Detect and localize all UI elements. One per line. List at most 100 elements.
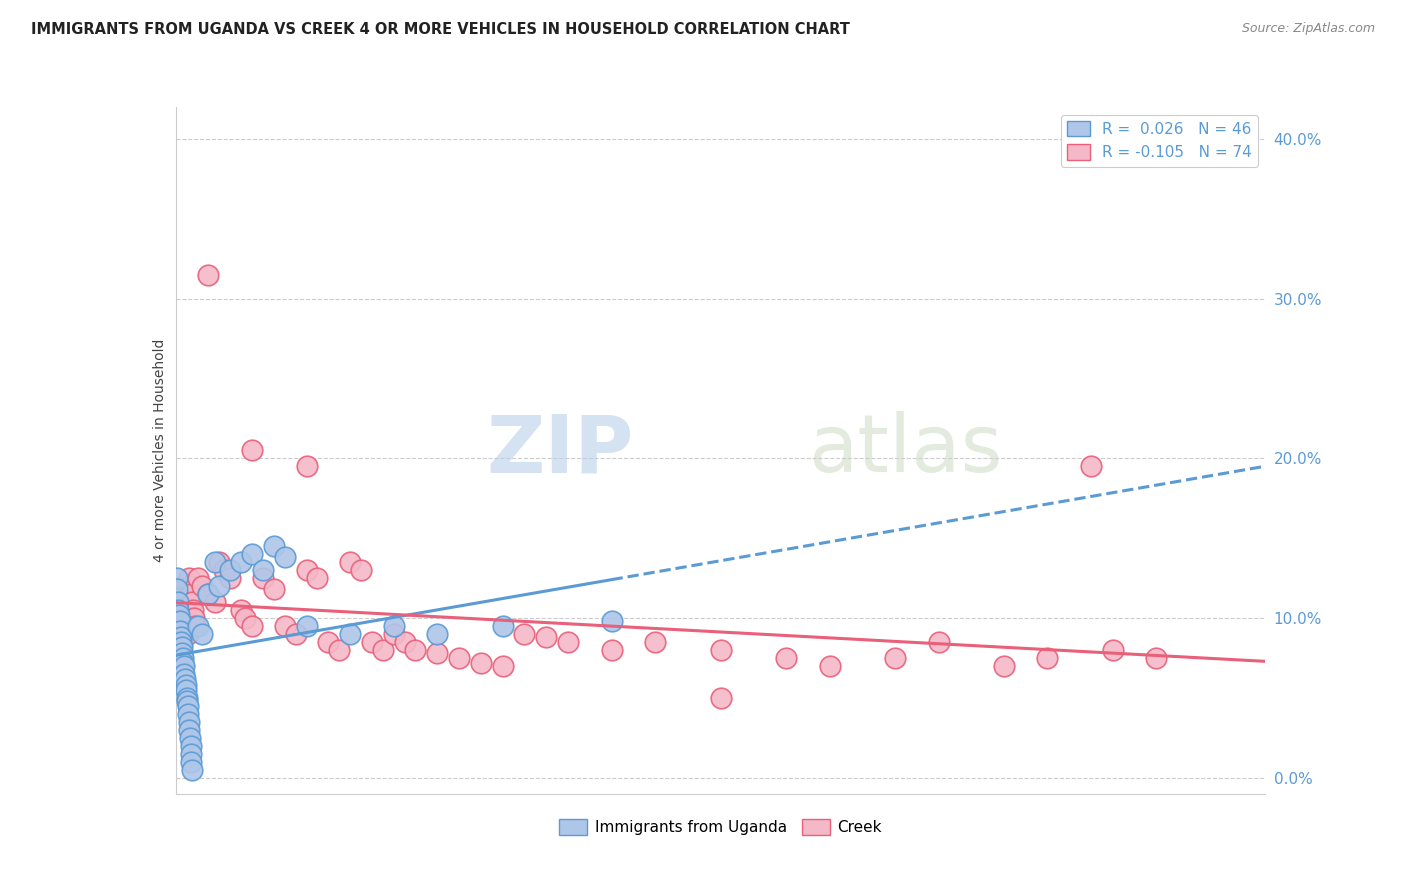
Point — [492, 659, 515, 673]
Point — [170, 635, 193, 649]
Point — [884, 651, 907, 665]
Text: Source: ZipAtlas.com: Source: ZipAtlas.com — [1241, 22, 1375, 36]
Point — [167, 603, 190, 617]
Point — [177, 699, 200, 714]
Point — [172, 656, 194, 670]
Point — [318, 635, 340, 649]
Text: IMMIGRANTS FROM UGANDA VS CREEK 4 OR MORE VEHICLES IN HOUSEHOLD CORRELATION CHAR: IMMIGRANTS FROM UGANDA VS CREEK 4 OR MOR… — [31, 22, 849, 37]
Point — [382, 619, 405, 633]
Point — [710, 643, 733, 657]
Point — [263, 539, 285, 553]
Point — [928, 635, 950, 649]
Point — [170, 619, 193, 633]
Point — [184, 619, 207, 633]
Point — [252, 571, 274, 585]
Point — [240, 619, 263, 633]
Point — [179, 579, 201, 593]
Point — [173, 667, 195, 681]
Point — [295, 459, 318, 474]
Point — [172, 635, 194, 649]
Point — [174, 678, 197, 692]
Point — [818, 659, 841, 673]
Point — [169, 651, 191, 665]
Point — [169, 615, 191, 629]
Point — [219, 563, 242, 577]
Point — [204, 555, 226, 569]
Point — [181, 595, 204, 609]
Point — [600, 643, 623, 657]
Point — [172, 651, 194, 665]
Point — [169, 659, 191, 673]
Point — [1036, 651, 1059, 665]
Point — [600, 615, 623, 629]
Point — [1080, 459, 1102, 474]
Point — [470, 656, 492, 670]
Point — [405, 643, 427, 657]
Point — [173, 659, 195, 673]
Point — [170, 640, 193, 654]
Point — [339, 627, 361, 641]
Point — [557, 635, 579, 649]
Point — [174, 611, 197, 625]
Point — [284, 627, 307, 641]
Point — [167, 595, 190, 609]
Point — [1102, 643, 1125, 657]
Point — [219, 571, 242, 585]
Point — [274, 619, 297, 633]
Point — [186, 619, 209, 633]
Point — [172, 579, 194, 593]
Point — [180, 755, 202, 769]
Point — [177, 714, 200, 729]
Point — [174, 603, 197, 617]
Point — [212, 563, 235, 577]
Point — [167, 635, 190, 649]
Point — [208, 579, 231, 593]
Point — [775, 651, 797, 665]
Point — [426, 627, 449, 641]
Point — [174, 615, 197, 629]
Point — [350, 563, 373, 577]
Point — [240, 547, 263, 561]
Point — [513, 627, 536, 641]
Text: atlas: atlas — [807, 411, 1002, 490]
Point — [176, 694, 198, 708]
Point — [534, 631, 557, 645]
Point — [361, 635, 384, 649]
Point — [240, 443, 263, 458]
Point — [174, 672, 197, 686]
Point — [426, 646, 449, 660]
Point — [177, 706, 200, 721]
Point — [180, 739, 202, 753]
Point — [166, 619, 188, 633]
Point — [208, 555, 231, 569]
Point — [174, 683, 197, 698]
Point — [394, 635, 416, 649]
Point — [179, 723, 201, 737]
Point — [993, 659, 1015, 673]
Point — [169, 646, 191, 660]
Point — [177, 627, 200, 641]
Text: ZIP: ZIP — [486, 411, 633, 490]
Point — [492, 619, 515, 633]
Point — [183, 611, 205, 625]
Point — [197, 587, 219, 601]
Y-axis label: 4 or more Vehicles in Household: 4 or more Vehicles in Household — [153, 339, 167, 562]
Point — [447, 651, 470, 665]
Point — [181, 763, 204, 777]
Point — [371, 643, 394, 657]
Point — [235, 611, 257, 625]
Legend: R =  0.026   N = 46, R = -0.105   N = 74: R = 0.026 N = 46, R = -0.105 N = 74 — [1060, 115, 1258, 167]
Point — [197, 268, 219, 282]
Point — [339, 555, 361, 569]
Point — [191, 627, 214, 641]
Point — [167, 643, 190, 657]
Point — [204, 595, 226, 609]
Point — [170, 627, 193, 641]
Point — [252, 563, 274, 577]
Point — [166, 582, 188, 597]
Point — [172, 646, 194, 660]
Point — [328, 643, 350, 657]
Point — [180, 747, 202, 761]
Point — [181, 603, 204, 617]
Point — [382, 627, 405, 641]
